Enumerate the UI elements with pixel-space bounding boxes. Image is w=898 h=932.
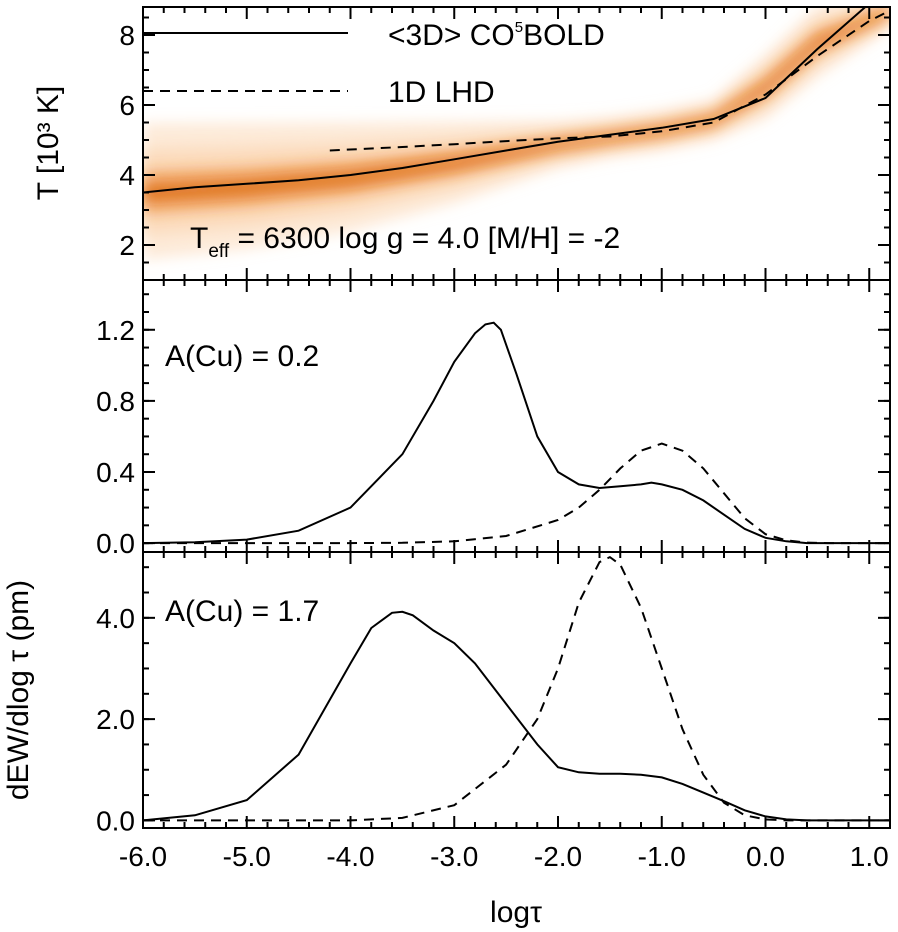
- stellar-parameters-annotation: Teff = 6300 log g = 4.0 [M/H] = -2: [190, 222, 620, 262]
- contribution-low-1d-lhd-curve: [143, 442, 890, 545]
- x-tick-label: -4.0: [326, 841, 374, 872]
- temperature-panel: 2 4 6 8 <3D> CO5BOLD 1D LHD Teff = 6300 log…: [32, 6, 891, 281]
- legend: <3D> CO5BOLD 1D LHD: [143, 19, 605, 109]
- temperature-y-ticks: 2 4 6 8: [119, 16, 890, 281]
- contribution-high-y-ticks: 0.0 2.0 4.0: [96, 566, 890, 836]
- x-tick-label: -5.0: [223, 841, 271, 872]
- y-tick-label: 0.0: [96, 805, 135, 836]
- temperature-1d-lhd-curve: [329, 9, 890, 152]
- contribution-high-1d-lhd-curve: [143, 555, 890, 822]
- temperature-density-band: [143, 7, 890, 260]
- temperature-curves: [143, 7, 890, 194]
- contribution-low-3d-cobold-curve: [143, 321, 890, 545]
- y-tick-label: 1.2: [96, 315, 135, 346]
- contribution-high-3d-cobold-curve: [143, 610, 890, 822]
- y-tick-label: 2: [119, 230, 135, 261]
- contribution-y-axis-label: dEW/dlog τ (pm): [2, 580, 35, 800]
- x-tick-label: -1.0: [638, 841, 686, 872]
- y-tick-label: 8: [119, 20, 135, 51]
- abundance-high-annotation: A(Cu) = 1.7: [165, 595, 319, 628]
- legend-label-1d: 1D LHD: [388, 76, 495, 109]
- abundance-low-annotation: A(Cu) = 0.2: [165, 340, 319, 373]
- y-tick-label: 0.0: [96, 528, 135, 559]
- contribution-low-y-ticks: 0.0 0.4 0.8 1.2: [96, 293, 890, 559]
- x-tick-label: -2.0: [534, 841, 582, 872]
- y-tick-label: 4.0: [96, 603, 135, 634]
- y-tick-label: 0.4: [96, 457, 135, 488]
- x-axis-label: logτ: [490, 896, 542, 929]
- legend-label-3d: <3D> CO5BOLD: [388, 19, 605, 52]
- contribution-high-curves: [143, 555, 890, 822]
- contribution-high-panel: 0.0 2.0 4.0 -6.0 -5.0 -4.0 -3.0 -2.0 -1.0 0.0 1.0…: [2, 7, 891, 929]
- contribution-high-panel-frame: [142, 551, 891, 829]
- contribution-low-panel-frame: [142, 279, 891, 553]
- x-axis-ticks: -6.0 -5.0 -4.0 -3.0 -2.0 -1.0 0.0 1.0: [119, 7, 891, 872]
- density-band-core: [143, 11, 890, 196]
- y-tick-label: 0.8: [96, 386, 135, 417]
- x-tick-label: -3.0: [430, 841, 478, 872]
- x-tick-label: 1.0: [850, 841, 889, 872]
- temperature-3d-cobold-curve: [143, 7, 867, 194]
- x-tick-label: -6.0: [119, 841, 167, 872]
- y-tick-label: 4: [119, 160, 135, 191]
- density-band-mid-outer: [143, 7, 890, 215]
- contribution-low-panel: 0.0 0.4 0.8 1.2 A(Cu) = 0.2: [96, 279, 891, 559]
- y-tick-label: 6: [119, 90, 135, 121]
- contribution-low-curves: [143, 321, 890, 545]
- y-tick-label: 2.0: [96, 704, 135, 735]
- density-band-mid: [143, 9, 890, 202]
- x-tick-label: 0.0: [746, 841, 785, 872]
- temperature-y-axis-label: T [10³ K]: [32, 86, 65, 201]
